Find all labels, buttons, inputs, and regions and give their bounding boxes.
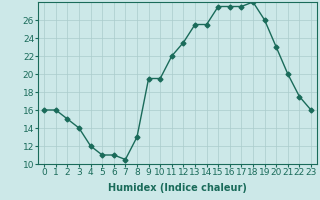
X-axis label: Humidex (Indice chaleur): Humidex (Indice chaleur) [108, 183, 247, 193]
